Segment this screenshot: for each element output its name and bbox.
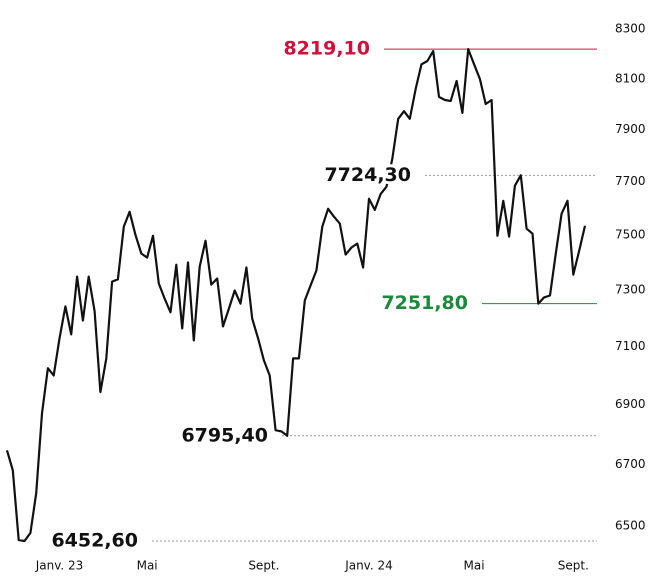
y-tick-label: 6900 bbox=[615, 397, 646, 411]
y-tick-label: 7900 bbox=[615, 122, 646, 136]
y-tick-label: 6500 bbox=[615, 519, 646, 533]
annotation-label: 7724,30 bbox=[324, 164, 411, 186]
y-tick-label: 7300 bbox=[615, 283, 646, 297]
x-tick-label: Sept. bbox=[558, 559, 589, 573]
y-tick-label: 8100 bbox=[615, 71, 646, 85]
x-tick-label: Sept. bbox=[248, 559, 279, 573]
annotation-label: 6452,60 bbox=[51, 530, 138, 552]
x-tick-label: Mai bbox=[464, 559, 485, 573]
annotation-label: 8219,10 bbox=[283, 38, 370, 60]
line-series bbox=[5, 48, 587, 543]
y-tick-label: 7700 bbox=[615, 174, 646, 188]
annotation-label: 7251,80 bbox=[381, 292, 468, 314]
x-tick-label: Janv. 24 bbox=[344, 559, 393, 573]
y-tick-label: 8300 bbox=[615, 22, 646, 36]
y-tick-label: 6700 bbox=[615, 457, 646, 471]
x-tick-label: Janv. 23 bbox=[35, 559, 84, 573]
x-tick-label: Mai bbox=[137, 559, 158, 573]
annotation-label: 6795,40 bbox=[181, 424, 268, 446]
y-tick-label: 7100 bbox=[615, 339, 646, 353]
y-tick-label: 7500 bbox=[615, 228, 646, 242]
